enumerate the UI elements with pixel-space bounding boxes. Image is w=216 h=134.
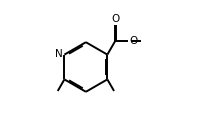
Text: O: O [129,36,137,46]
Text: O: O [111,14,119,24]
Text: N: N [55,49,63,59]
